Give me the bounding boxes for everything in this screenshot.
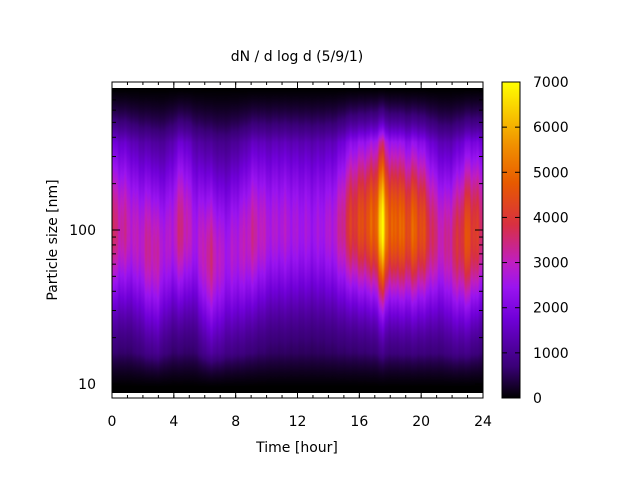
x-tick-label: 4 [169,414,178,430]
x-tick-label: 8 [231,414,240,430]
colorbar-tick-label: 6000 [533,120,569,136]
colorbar-axis: 0 1000 2000 3000 4000 5000 6000 7000 [502,75,569,407]
x-tick-label: 0 [108,414,117,430]
colorbar [501,81,521,399]
chart-title: dN / d log d (5/9/1) [231,49,364,65]
x-tick-label: 12 [289,414,307,430]
colorbar-tick-label: 7000 [533,75,569,91]
colorbar-tick-label: 0 [533,391,542,407]
x-tick-label: 24 [474,414,492,430]
y-axis: 10 100 [69,90,483,393]
x-axis: 0 4 8 12 16 20 24 [108,82,492,430]
x-tick-label: 20 [412,414,430,430]
y-tick-label: 10 [78,377,96,393]
heatmap-image [112,88,483,393]
colorbar-tick-label: 2000 [533,301,569,317]
colorbar-tick-label: 1000 [533,346,569,362]
y-tick-label: 100 [69,223,96,239]
y-axis-label: Particle size [nm] [45,179,61,300]
colorbar-tick-label: 4000 [533,210,569,226]
colorbar-tick-label: 3000 [533,256,569,272]
colorbar-tick-label: 5000 [533,165,569,181]
x-tick-label: 16 [350,414,368,430]
x-axis-label: Time [hour] [255,440,338,456]
